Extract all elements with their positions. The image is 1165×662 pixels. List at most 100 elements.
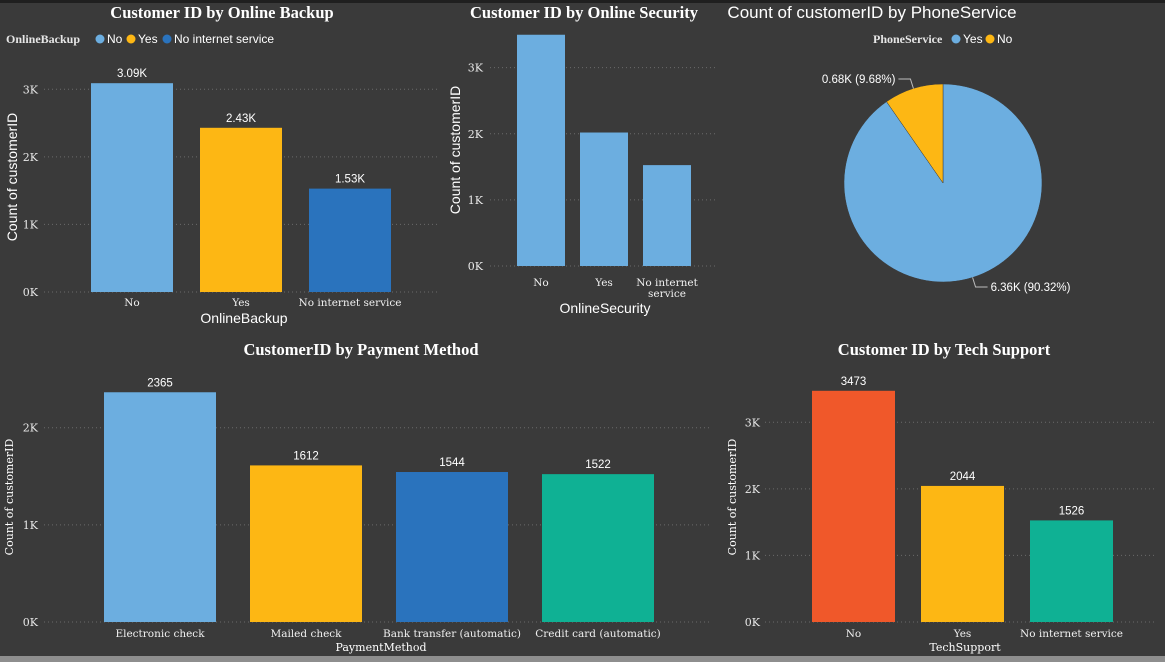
online-backup-chart-panel[interactable]: Customer ID by Online Backup OnlineBacku…: [0, 0, 445, 330]
legend-marker-no-internet: [162, 34, 172, 44]
y-tick-label: 1K: [23, 218, 39, 231]
bar-no[interactable]: [517, 34, 565, 266]
phone-service-chart-panel[interactable]: Count of customerID by PhoneService Phon…: [720, 0, 1165, 330]
x-tick-label-line: No: [846, 628, 862, 640]
x-axis-title: OnlineBackup: [200, 310, 287, 326]
chart-legend[interactable]: PhoneService Yes No: [873, 32, 1013, 46]
phone-service-chart-svg: Count of customerID by PhoneService Phon…: [727, 3, 1071, 294]
data-label: 1522: [585, 459, 611, 471]
y-axis-title: Count of customerID: [3, 439, 16, 556]
chart-title: CustomerID by Payment Method: [243, 340, 478, 359]
y-tick-label: 3K: [23, 83, 39, 96]
x-tick-label-line: No internet service: [1020, 628, 1123, 640]
x-tick-label-line: Bank transfer (automatic): [383, 628, 521, 640]
x-tick-label: Mailed check: [270, 628, 342, 640]
bar-no-internet-service[interactable]: [643, 165, 691, 266]
chart-title: Customer ID by Online Backup: [110, 3, 333, 22]
x-tick-label: No: [846, 628, 862, 640]
chart-legend[interactable]: OnlineBackup No Yes No internet service: [6, 32, 274, 46]
online-backup-chart-svg: Customer ID by Online Backup OnlineBacku…: [4, 3, 440, 326]
x-tick-label: No internet service: [636, 277, 698, 300]
bar-no-internet-service[interactable]: [309, 188, 391, 292]
top-border: [0, 0, 1165, 3]
leader-line: [972, 277, 988, 288]
bar-bank-transfer-automatic[interactable]: [396, 472, 508, 622]
data-label: 1.53K: [335, 174, 365, 186]
x-tick-label: No internet service: [1020, 628, 1123, 640]
x-tick-label-line: Electronic check: [115, 628, 205, 640]
plot-area: 0K 1K 2K 3K 3.09K No 2.43K Yes 1.53K No internet …: [23, 68, 440, 309]
plot-area: 0K 1K 2K 2365 Electronic check 1612 Mailed che…: [23, 377, 712, 640]
y-tick-label: 0K: [745, 616, 761, 629]
bar-yes[interactable]: [921, 485, 1004, 622]
y-tick-label: 2K: [745, 483, 761, 496]
legend-label-yes[interactable]: Yes: [963, 32, 983, 46]
data-label: 3473: [841, 376, 867, 388]
plot-area: 0K 1K 2K 3K 3473 No 2044 Yes 1526 No internet ser…: [745, 376, 1155, 640]
bar-yes[interactable]: [580, 132, 628, 266]
y-tick-label: 1K: [745, 549, 761, 562]
data-label: 2365: [147, 377, 173, 389]
x-tick-label: Yes: [953, 628, 972, 640]
x-tick-label: Electronic check: [115, 628, 205, 640]
x-tick-label-line: Mailed check: [270, 628, 342, 640]
x-tick-label: No: [533, 277, 549, 289]
y-tick-label: 2K: [23, 151, 39, 164]
x-axis-title: TechSupport: [929, 641, 1001, 654]
x-tick-label: Bank transfer (automatic): [383, 628, 521, 640]
bottom-scrollbar[interactable]: [0, 656, 1165, 662]
x-tick-label-line: No internet: [636, 277, 698, 289]
payment-method-chart-svg: CustomerID by Payment Method 0K 1K 2K 2365 E…: [3, 340, 712, 654]
bar-electronic-check[interactable]: [104, 392, 216, 622]
legend-title: OnlineBackup: [6, 32, 80, 46]
plot-area: 0K 1K 2K 3K No Yes No internet service: [468, 34, 717, 300]
y-tick-label: 1K: [23, 519, 39, 532]
pie-area: 6.36K (90.32%) 0.68K (9.68%): [822, 74, 1071, 294]
x-tick-label-line: No: [124, 297, 140, 309]
data-label: 1544: [439, 457, 465, 469]
bar-no-internet-service[interactable]: [1030, 520, 1113, 622]
x-axis-title: OnlineSecurity: [559, 300, 650, 316]
y-tick-label: 2K: [468, 128, 484, 141]
pie-data-label: 6.36K (90.32%): [991, 282, 1071, 294]
x-tick-label-line: Yes: [594, 277, 613, 289]
data-label: 3.09K: [117, 68, 147, 80]
bar-credit-card-automatic[interactable]: [542, 474, 654, 622]
online-security-chart-svg: Customer ID by Online Security 0K 1K 2K 3K N…: [447, 3, 717, 316]
y-tick-label: 3K: [745, 416, 761, 429]
x-tick-label: Yes: [231, 297, 250, 309]
x-tick-label-line: service: [648, 288, 686, 300]
legend-title: PhoneService: [873, 32, 943, 46]
x-tick-label-line: No: [533, 277, 549, 289]
pie-data-label: 0.68K (9.68%): [822, 74, 896, 86]
legend-label-yes[interactable]: Yes: [138, 32, 158, 46]
x-tick-label-line: Yes: [231, 297, 250, 309]
y-tick-label: 3K: [468, 62, 484, 75]
legend-label-no-internet[interactable]: No internet service: [174, 32, 274, 46]
x-tick-label-line: Yes: [953, 628, 972, 640]
tech-support-chart-panel[interactable]: Customer ID by Tech Support 0K 1K 2K 3K 3473…: [725, 335, 1165, 655]
x-tick-label: No: [124, 297, 140, 309]
y-tick-label: 0K: [468, 260, 484, 273]
bar-mailed-check[interactable]: [250, 465, 362, 622]
y-tick-label: 1K: [468, 194, 484, 207]
data-label: 2.43K: [226, 113, 256, 125]
x-tick-label: No internet service: [299, 297, 402, 309]
legend-label-no[interactable]: No: [107, 32, 123, 46]
legend-label-no[interactable]: No: [997, 32, 1013, 46]
chart-title: Customer ID by Online Security: [470, 3, 699, 22]
y-axis-title: Count of customerID: [4, 113, 20, 241]
data-label: 2044: [950, 471, 976, 483]
bar-no[interactable]: [812, 390, 895, 622]
online-security-chart-panel[interactable]: Customer ID by Online Security 0K 1K 2K 3K N…: [445, 0, 720, 330]
x-tick-label-line: No internet service: [299, 297, 402, 309]
bar-no[interactable]: [91, 83, 173, 292]
x-tick-label: Yes: [594, 277, 613, 289]
y-axis-title: Count of customerID: [447, 86, 463, 214]
payment-method-chart-panel[interactable]: CustomerID by Payment Method 0K 1K 2K 2365 E…: [0, 335, 725, 655]
bar-yes[interactable]: [200, 127, 282, 292]
legend-marker-no: [95, 34, 105, 44]
data-label: 1526: [1059, 505, 1085, 517]
x-tick-label-line: Credit card (automatic): [535, 628, 661, 640]
legend-marker-no: [985, 34, 995, 44]
